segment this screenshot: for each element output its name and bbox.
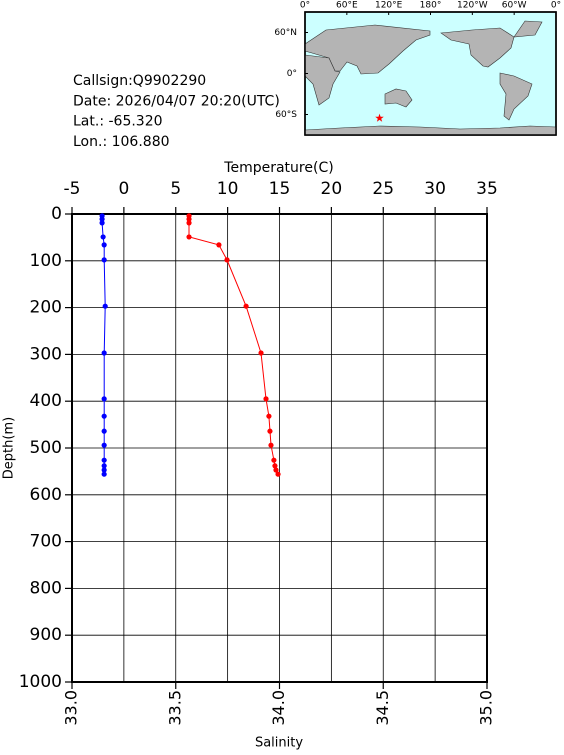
map-lon-label: 0° [300, 1, 310, 11]
x-axis-title: Temperature(C) [223, 160, 333, 176]
profile-point [101, 413, 107, 419]
profile-point [101, 467, 107, 473]
x2-tick-label: 34.5 [373, 690, 392, 726]
profile-point [267, 428, 273, 434]
y-tick-label: 600 [30, 485, 62, 505]
float-position [375, 113, 384, 122]
y-tick-label: 200 [30, 298, 62, 318]
profile-point [258, 350, 264, 356]
profile-point [101, 242, 107, 248]
profile-point [216, 242, 222, 248]
australia [384, 88, 413, 108]
x2-tick-label: 35.0 [477, 690, 496, 726]
map-lon-label: 60°W [502, 1, 527, 11]
y-tick-label: 0 [51, 204, 62, 224]
map-lat-label: 60°N [274, 28, 297, 38]
map-lon-label: 180° [420, 1, 442, 11]
map-lon-label: 60°E [336, 1, 358, 11]
y-tick-label: 1000 [19, 672, 62, 692]
profile-point [243, 303, 249, 309]
profile-point [101, 257, 107, 263]
profile-point [101, 457, 107, 463]
profile-point [275, 471, 281, 477]
profile-line [101, 215, 106, 475]
map-lon-label: 0° [551, 1, 561, 11]
profile-point [101, 396, 107, 402]
profile-line [188, 215, 279, 475]
profile-point [273, 467, 279, 473]
south-america [499, 72, 533, 121]
map-lon-label: 120°E [375, 1, 403, 11]
y-tick-label: 700 [30, 532, 62, 552]
map-lat-label: 0° [287, 69, 297, 79]
x-tick-label: 15 [269, 179, 291, 199]
x-tick-label: 30 [424, 179, 446, 199]
profile-point [272, 463, 278, 469]
x-tick-label: 10 [217, 179, 239, 199]
x-tick-label: -5 [64, 179, 81, 199]
y-axis-title: Depth(m) [2, 417, 17, 479]
x2-tick-label: 33.0 [62, 690, 81, 726]
profile-point [100, 234, 106, 240]
info-line: Lat.: -65.320 [73, 114, 163, 130]
x-tick-label: 25 [372, 179, 394, 199]
x-tick-label: 5 [170, 179, 181, 199]
profile-point [101, 442, 107, 448]
info-line: Callsign:Q9902290 [73, 73, 206, 89]
profile-point [263, 396, 269, 402]
x-tick-label: 0 [118, 179, 129, 199]
eurasia [304, 24, 431, 75]
info-line: Date: 2026/04/07 20:20(UTC) [73, 93, 280, 109]
profile-point [186, 216, 192, 222]
profile-point [268, 442, 274, 448]
y-tick-label: 900 [30, 625, 62, 645]
profile-point [99, 220, 105, 226]
africa [304, 54, 341, 106]
x2-axis-title: Salinity [255, 736, 303, 751]
y-tick-label: 400 [30, 391, 62, 411]
x-tick-label: 20 [321, 179, 343, 199]
profile-point [101, 350, 107, 356]
map-lat-label: 60°S [275, 110, 297, 120]
y-tick-label: 300 [30, 344, 62, 364]
y-tick-label: 500 [30, 438, 62, 458]
x2-tick-label: 34.0 [269, 690, 288, 726]
north-america [440, 27, 515, 68]
profile-point [186, 220, 192, 226]
profile-point [266, 413, 272, 419]
profile-point [101, 428, 107, 434]
x-tick-label: 35 [476, 179, 498, 199]
y-tick-label: 100 [30, 251, 62, 271]
profile-point [101, 471, 107, 477]
plot-frame [71, 213, 488, 683]
map-lon-label: 120°W [457, 1, 488, 11]
y-tick-label: 800 [30, 578, 62, 598]
map-inset [304, 11, 557, 136]
profile-point [101, 463, 107, 469]
profile-point [186, 234, 192, 240]
greenland [513, 20, 543, 38]
info-line: Lon.: 106.880 [73, 134, 170, 150]
x2-tick-label: 33.5 [165, 690, 184, 726]
profile-point [99, 216, 105, 222]
profile-point [271, 457, 277, 463]
profile-point [224, 257, 230, 263]
profile-point [102, 303, 108, 309]
